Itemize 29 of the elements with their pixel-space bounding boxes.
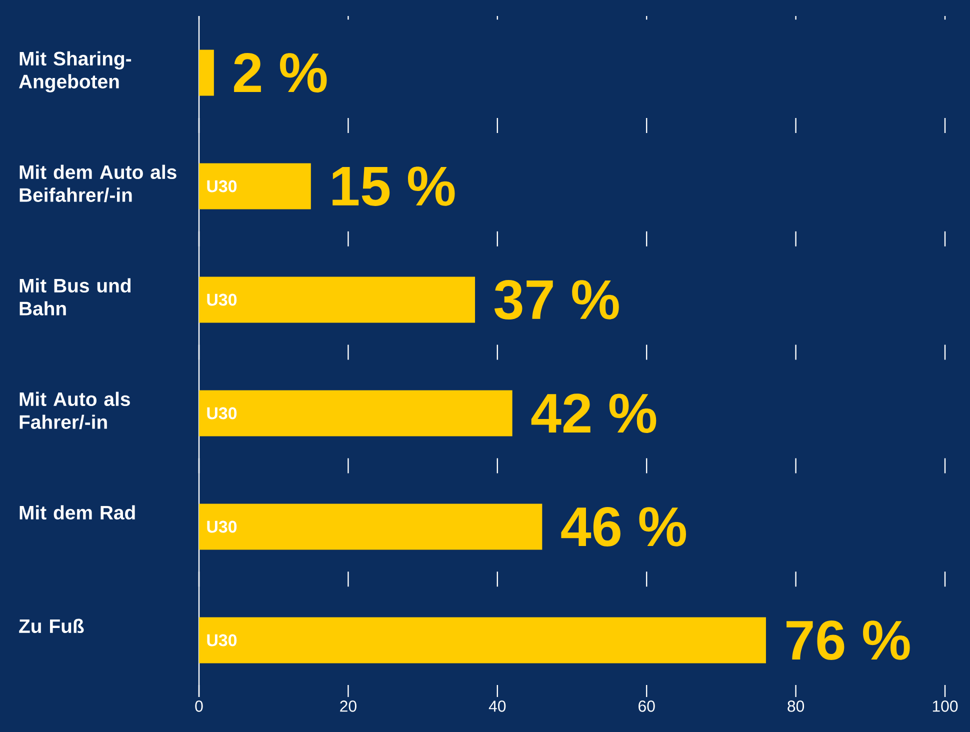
data-label: 46 % xyxy=(561,507,686,547)
y-tick-label: Zu Fuß xyxy=(19,618,84,634)
bar xyxy=(199,504,542,550)
y-tick-label: Mit Auto als Fahrer/-in xyxy=(20,392,130,430)
y-tick-label: Mit Sharing-Angeboten xyxy=(19,51,132,92)
data-label: 42 % xyxy=(531,394,656,433)
data-label: 76 % xyxy=(786,620,910,660)
bar xyxy=(199,163,311,210)
annotation: U30 xyxy=(207,520,237,533)
bar xyxy=(199,617,766,664)
annotation: U30 xyxy=(207,634,237,646)
x-tick-label: 0 xyxy=(195,700,203,712)
bar xyxy=(199,390,512,436)
y-tick-label: Mit dem Rad xyxy=(20,505,135,520)
annotation: U30 xyxy=(207,294,237,306)
y-tick-label: Mit dem Auto als Beifahrer/-in xyxy=(20,164,176,202)
data-label: 37 % xyxy=(494,280,619,320)
x-tick-label: 80 xyxy=(788,700,804,712)
y-tick-label: Mit Bus und Bahn xyxy=(20,278,131,316)
bar xyxy=(199,276,476,323)
data-label: 2 % xyxy=(234,53,327,92)
x-tick-label: 60 xyxy=(638,700,655,712)
bar xyxy=(199,50,214,96)
x-tick-label: 100 xyxy=(932,700,958,712)
data-label: 15 % xyxy=(332,166,455,206)
annotation: U30 xyxy=(207,407,237,420)
x-tick-label: 40 xyxy=(488,700,506,712)
annotation: U30 xyxy=(207,180,237,192)
x-tick-label: 20 xyxy=(340,700,356,712)
